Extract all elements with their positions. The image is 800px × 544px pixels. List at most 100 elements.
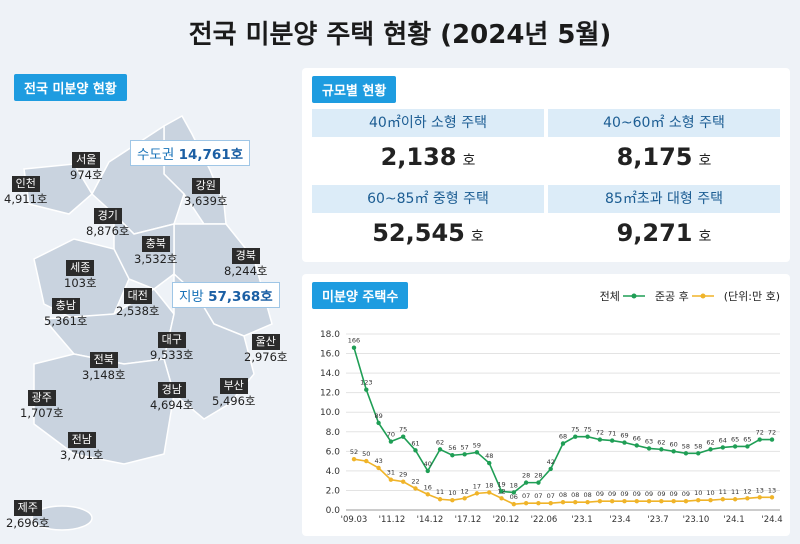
region-incheon: 인천 4,911호 [4,176,48,206]
data-label: 31 [387,469,395,477]
data-label: 50 [362,450,370,458]
unit-note: (단위:만 호) [723,290,780,303]
data-label: 62 [706,438,714,446]
size-cell-medium: 60~85㎡ 중형 주택 52,545 호 [312,185,544,259]
data-label: 72 [596,429,604,437]
size-cell-unit: 호 [470,229,484,245]
y-tick-label: 2.0 [326,486,341,496]
region-jeonbuk: 전북 3,148호 [82,352,126,382]
size-cell-value-wrap: 8,175 호 [548,137,780,181]
data-point [597,437,603,442]
data-label: 11 [719,488,727,496]
data-point [671,449,676,454]
data-label: 11 [436,488,444,496]
data-point [548,500,553,506]
data-label: 22 [411,477,419,485]
data-label: 70 [387,431,395,439]
region-chungnam: 충남 5,361호 [44,298,88,328]
data-point [732,497,738,502]
region-sejong: 세종 103호 [64,260,97,290]
data-point [769,437,775,442]
data-point [696,451,701,456]
region-daejeon: 대전 2,538호 [116,288,160,318]
size-panel: 규모별 현황 40㎡이하 소형 주택 2,138 호 40~60㎡ 소형 주택 8… [302,68,790,262]
data-point [351,456,357,462]
data-label: 13 [768,486,776,494]
data-label: 48 [485,452,493,460]
data-label: 29 [399,471,407,479]
size-cell-unit: 호 [698,229,712,245]
data-label: 68 [559,433,567,441]
data-label: 12 [743,487,751,495]
data-point [622,499,627,504]
data-label: 40 [424,460,432,468]
data-point [573,434,578,439]
data-label: 66 [633,434,641,442]
data-label: 69 [620,432,628,440]
region-shape-jeju [31,505,93,531]
data-point [376,465,381,471]
data-label: 09 [596,490,604,498]
data-point [413,486,418,491]
data-point [708,447,713,452]
data-point [634,499,639,504]
y-tick-label: 18.0 [320,330,340,340]
data-label: 64 [719,436,727,444]
data-point [462,452,467,457]
data-label: 28 [534,472,542,480]
x-tick-label: '23.7 [647,515,668,525]
size-grid: 40㎡이하 소형 주택 2,138 호 40~60㎡ 소형 주택 8,175 호 6… [312,109,780,259]
data-label: 08 [571,491,579,499]
data-label: 09 [682,490,690,498]
data-label: 52 [350,448,358,456]
region-gyeongbuk: 경북 8,244호 [224,248,268,278]
size-cell-value: 52,545 [372,219,465,247]
data-label: 75 [399,426,407,434]
data-label: 08 [559,491,567,499]
data-point [560,441,566,446]
data-point [634,443,639,448]
data-point [511,490,517,495]
data-point [536,500,541,506]
data-point [536,480,541,485]
data-point [622,440,627,445]
size-tab: 규모별 현황 [312,76,397,103]
data-label: 12 [461,487,469,495]
x-tick-label: '20.12 [493,515,520,525]
local-callout: 지방 57,368호 [172,282,280,308]
data-label: 09 [645,490,653,498]
data-point [757,495,762,500]
data-point [450,453,455,458]
data-point [351,345,357,350]
size-cell-label: 40㎡이하 소형 주택 [312,109,544,137]
data-label: 56 [448,444,456,452]
size-cell-label: 60~85㎡ 중형 주택 [312,185,544,213]
region-busan: 부산 5,496호 [212,378,256,408]
data-point [437,447,443,452]
data-point [646,446,652,451]
data-point [646,499,652,504]
size-cell-large: 85㎡초과 대형 주택 9,271 호 [548,185,780,259]
data-label: 10 [694,489,702,497]
data-label: 89 [374,412,382,420]
size-cell-value-wrap: 52,545 호 [312,213,544,257]
legend-total-swatch [622,293,645,299]
data-label: 08 [583,491,591,499]
data-label: 10 [448,489,456,497]
data-label: 17 [473,482,481,490]
region-chungbuk: 충북 3,532호 [134,236,178,266]
data-label: 09 [608,490,616,498]
chart-panel: 0.0 2.0 4.0 6.0 8.0 10.0 12.0 14.0 16.0 18.0 '09.0… [302,274,790,536]
capital-callout: 수도권 14,761호 [130,140,251,166]
data-point [474,450,480,455]
map-tab: 전국 미분양 현황 [14,74,127,101]
data-label: 65 [731,435,739,443]
legend-total: 전체 [600,288,645,304]
chart-legend: 전체 준공 후 (단위:만 호) [600,288,780,304]
size-cell-value: 9,271 [616,219,693,247]
local-value: 57,368호 [208,289,273,305]
region-jeju: 제주 2,696호 [6,500,50,530]
legend-after-label: 준공 후 [654,290,689,303]
data-point [400,434,406,439]
data-label: 61 [411,439,419,447]
